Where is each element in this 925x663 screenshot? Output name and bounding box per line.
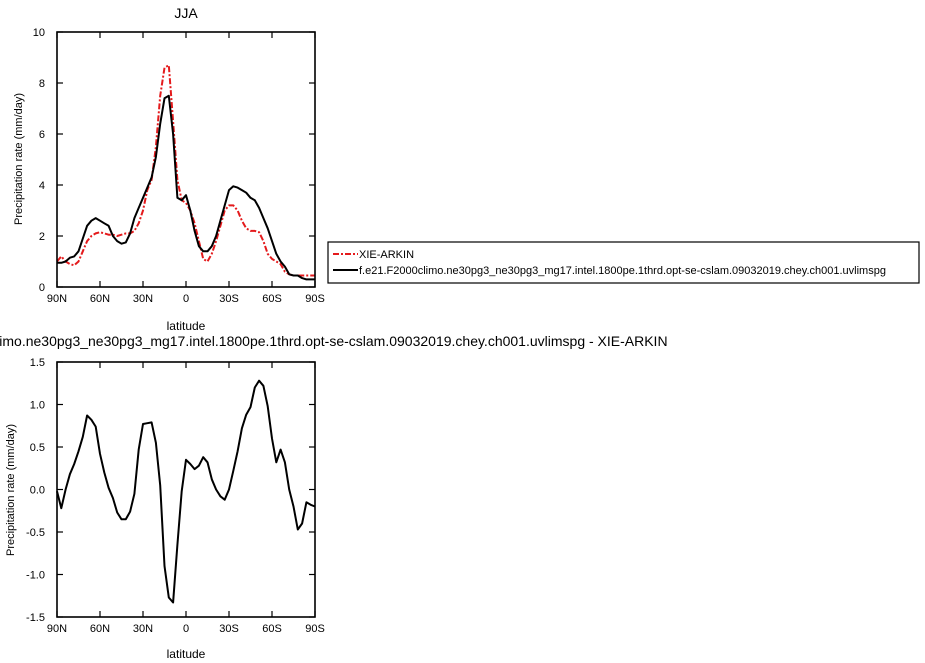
top-x-tick-label: 60S: [262, 293, 282, 305]
bottom-y-tick-label: 1.0: [30, 400, 45, 412]
bottom-plot-frame: [56, 361, 316, 618]
legend: XIE-ARKIN f.e21.F2000climo.ne30pg3_ne30p…: [327, 241, 920, 284]
bottom-x-tick-label: 60N: [90, 623, 110, 635]
bottom-y-tick-label: -1.0: [26, 570, 45, 582]
bottom-x-tick-label: 30N: [133, 623, 153, 635]
top-axis-ticks: 90N 60N 30N 0 30S 60S 90S 0 2 4 6 8 10: [33, 27, 325, 305]
bottom-y-tick-label: -0.5: [26, 527, 45, 539]
top-x-tick-label: 60N: [90, 293, 110, 305]
bottom-y-tick-label: -1.5: [26, 612, 45, 624]
bottom-y-tick-label: 1.5: [30, 357, 45, 369]
top-x-tick-label: 30N: [133, 293, 153, 305]
top-series-line-1: [57, 94, 315, 281]
top-y-tick-label: 2: [39, 231, 45, 243]
top-series-line-0: [56, 64, 315, 277]
bottom-x-tick-label: 90N: [47, 623, 67, 635]
bottom-axis-ticks: 90N 60N 30N 0 30S 60S 90S -1.5 -1.0 -0.5 0.0 0.5 1.0…: [26, 357, 325, 635]
top-y-tick-label: 10: [33, 27, 45, 39]
top-series-group: [56, 64, 315, 281]
top-y-axis-label: Precipitation rate (mm/day): [13, 93, 25, 225]
top-plot-frame: [56, 31, 316, 288]
bottom-x-tick-label: 90S: [305, 623, 325, 635]
top-x-tick-label: 30S: [219, 293, 239, 305]
top-y-tick-label: 8: [39, 78, 45, 90]
bottom-series-line-0: [56, 379, 316, 604]
bottom-x-tick-label: 0: [183, 623, 189, 635]
bottom-x-tick-label: 60S: [262, 623, 282, 635]
top-y-tick-label: 4: [39, 180, 45, 192]
top-y-tick-label: 6: [39, 129, 45, 141]
top-chart-title: JJA: [174, 5, 198, 21]
top-x-tick-label: 0: [183, 293, 189, 305]
top-panel: JJA Precipitation rate (mm/day) latitude…: [13, 5, 325, 333]
bottom-x-axis-label: latitude: [167, 647, 206, 661]
bottom-y-tick-label: 0.0: [30, 485, 45, 497]
top-x-tick-label: 90N: [47, 293, 67, 305]
legend-label-model: f.e21.F2000climo.ne30pg3_ne30pg3_mg17.in…: [359, 265, 886, 277]
top-x-axis-label: latitude: [167, 319, 206, 333]
bottom-series-group: [56, 379, 316, 604]
top-x-tick-label: 90S: [305, 293, 325, 305]
bottom-panel: f.e21.F2000climo.ne30pg3_ne30pg3_mg17.in…: [0, 333, 668, 661]
bottom-y-tick-label: 0.5: [30, 442, 45, 454]
bottom-chart-title: f.e21.F2000climo.ne30pg3_ne30pg3_mg17.in…: [0, 333, 668, 349]
bottom-y-axis-label: Precipitation rate (mm/day): [5, 424, 17, 556]
legend-frame: [327, 241, 920, 284]
top-y-tick-label: 0: [39, 282, 45, 294]
bottom-x-tick-label: 30S: [219, 623, 239, 635]
legend-label-xie-arkin: XIE-ARKIN: [359, 249, 414, 261]
